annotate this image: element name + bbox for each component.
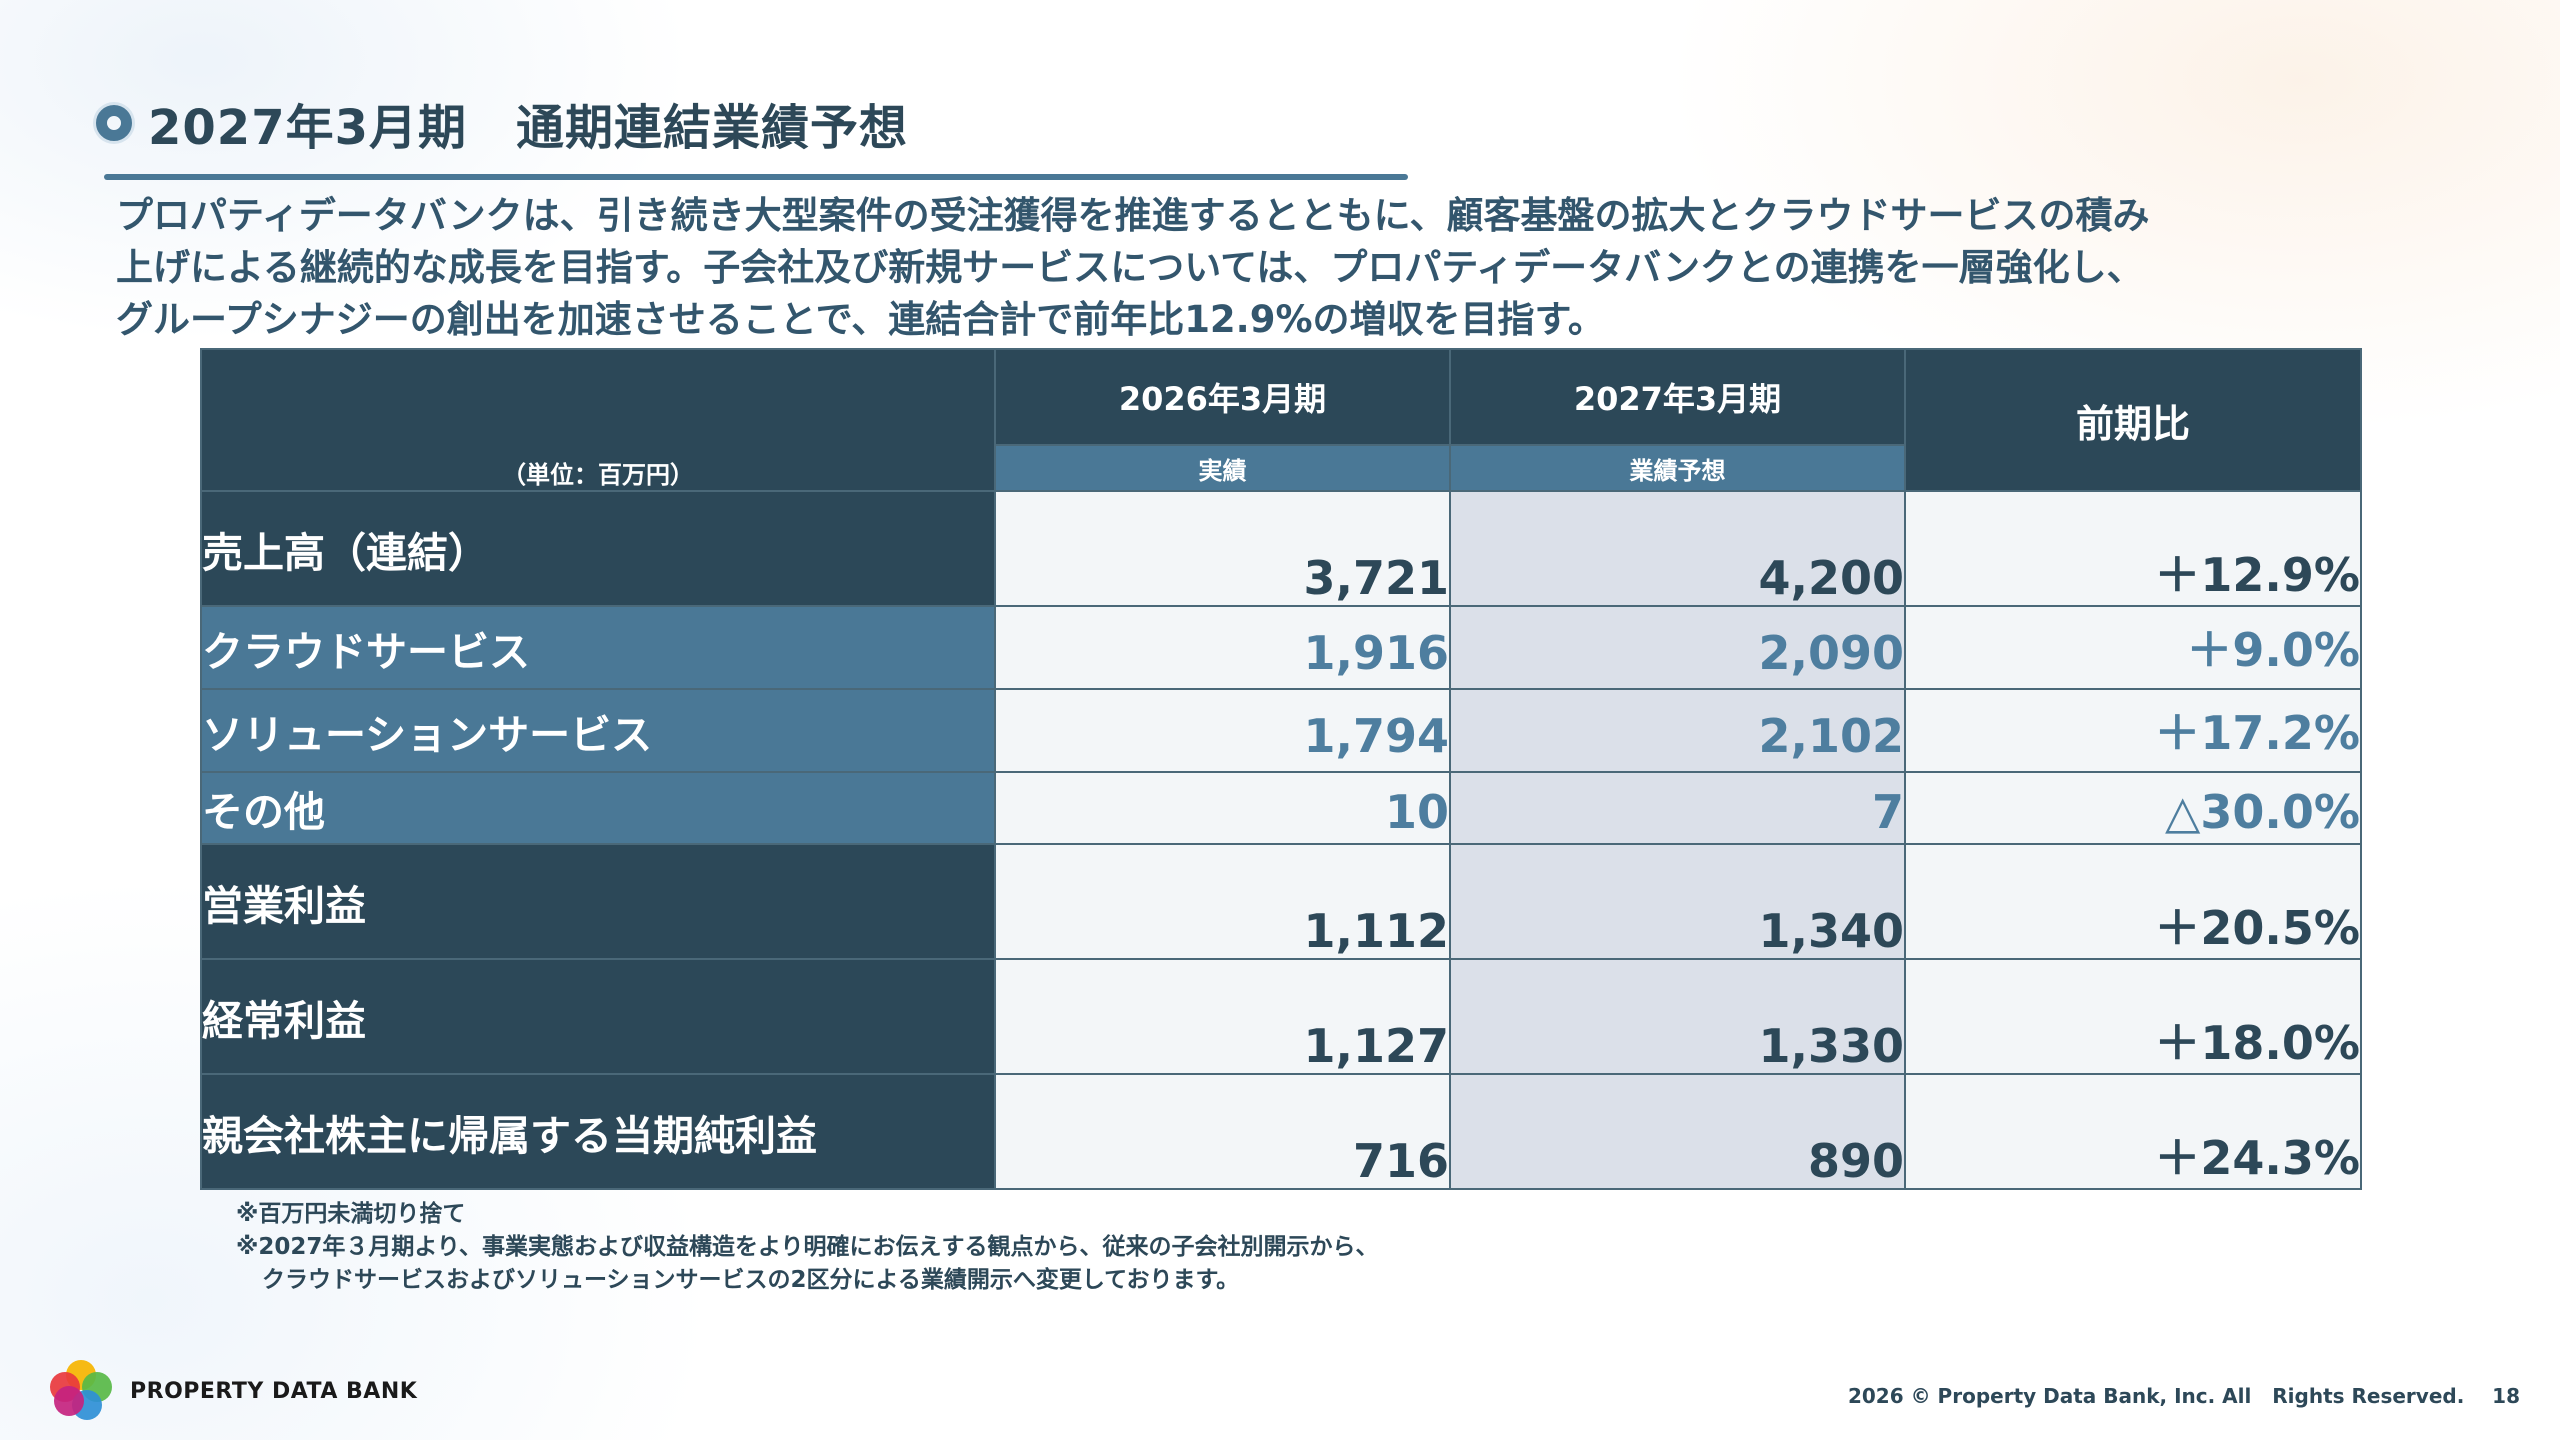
- value-2026: 1,127: [994, 958, 1451, 1075]
- table-row: その他 10 7 △30.0%: [200, 771, 2362, 845]
- value-ratio: ＋18.0%: [1904, 958, 2362, 1075]
- value-2027: 890: [1449, 1073, 1906, 1190]
- slide-title: 2027年3月期 通期連結業績予想: [148, 100, 908, 156]
- ring-bullet-icon: [96, 105, 132, 141]
- value-2026: 1,112: [994, 843, 1451, 960]
- value-ratio: ＋17.2%: [1904, 688, 2362, 773]
- value-2027: 2,090: [1449, 605, 1906, 690]
- logo-text: PROPERTY DATA BANK: [130, 1378, 418, 1404]
- table-row: ソリューションサービス 1,794 2,102 ＋17.2%: [200, 688, 2362, 773]
- forecast-table: （単位：百万円） 2026年3月期 2027年3月期 前期比 実績 業績予想 売…: [200, 348, 2362, 1190]
- header-2027-forecast: 業績予想: [1449, 444, 1906, 492]
- lead-paragraph: プロパティデータバンクは、引き続き大型案件の受注獲得を推進するとともに、顧客基盤…: [116, 190, 2436, 346]
- table-row: 親会社株主に帰属する当期純利益 716 890 ＋24.3%: [200, 1073, 2362, 1190]
- value-ratio: ＋24.3%: [1904, 1073, 2362, 1190]
- value-2026: 1,916: [994, 605, 1451, 690]
- header-2027: 2027年3月期: [1449, 348, 1906, 446]
- value-2027: 2,102: [1449, 688, 1906, 773]
- value-2026: 716: [994, 1073, 1451, 1190]
- footnote: ※2027年３月期より、事業実態および収益構造をより明確にお伝えする観点から、従…: [236, 1234, 1379, 1260]
- row-label: 経常利益: [200, 958, 996, 1075]
- footnote: クラウドサービスおよびソリューションサービスの2区分による業績開示へ変更しており…: [262, 1267, 1240, 1293]
- value-ratio: ＋9.0%: [1904, 605, 2362, 690]
- value-2026: 10: [994, 771, 1451, 845]
- company-logo: PROPERTY DATA BANK: [48, 1358, 417, 1424]
- row-label: 売上高（連結）: [200, 490, 996, 607]
- lead-line: プロパティデータバンクは、引き続き大型案件の受注獲得を推進するとともに、顧客基盤…: [116, 194, 2150, 237]
- value-2026: 3,721: [994, 490, 1451, 607]
- table-row: クラウドサービス 1,916 2,090 ＋9.0%: [200, 605, 2362, 690]
- lead-line: 上げによる継続的な成長を目指す。子会社及び新規サービスについては、プロパティデー…: [116, 246, 2144, 289]
- row-label: ソリューションサービス: [200, 688, 996, 773]
- value-2027: 4,200: [1449, 490, 1906, 607]
- table-row: 売上高（連結） 3,721 4,200 ＋12.9%: [200, 490, 2362, 607]
- lead-line: グループシナジーの創出を加速させることで、連結合計で前年比12.9%の増収を目指…: [116, 298, 1605, 341]
- value-ratio: △30.0%: [1904, 771, 2362, 845]
- footnotes: ※百万円未満切り捨て ※2027年３月期より、事業実態および収益構造をより明確に…: [236, 1198, 1379, 1297]
- value-2027: 1,340: [1449, 843, 1906, 960]
- slide-title-block: 2027年3月期 通期連結業績予想: [96, 88, 908, 158]
- value-ratio: ＋12.9%: [1904, 490, 2362, 607]
- unit-label: （単位：百万円）: [200, 348, 996, 492]
- header-2026: 2026年3月期: [994, 348, 1451, 446]
- header-ratio: 前期比: [1904, 348, 2362, 492]
- header-2026-actual: 実績: [994, 444, 1451, 492]
- value-2027: 7: [1449, 771, 1906, 845]
- table-row: 経常利益 1,127 1,330 ＋18.0%: [200, 958, 2362, 1075]
- title-underline: [104, 174, 1408, 180]
- value-2026: 1,794: [994, 688, 1451, 773]
- footnote: ※百万円未満切り捨て: [236, 1201, 466, 1227]
- row-label: クラウドサービス: [200, 605, 996, 690]
- row-label: 親会社株主に帰属する当期純利益: [200, 1073, 996, 1190]
- row-label: 営業利益: [200, 843, 996, 960]
- value-2027: 1,330: [1449, 958, 1906, 1075]
- table-row: 営業利益 1,112 1,340 ＋20.5%: [200, 843, 2362, 960]
- copyright-footer: 2026 © Property Data Bank, Inc. All Righ…: [1847, 1384, 2520, 1408]
- value-ratio: ＋20.5%: [1904, 843, 2362, 960]
- logo-mark-icon: [48, 1358, 120, 1424]
- row-label: その他: [200, 771, 996, 845]
